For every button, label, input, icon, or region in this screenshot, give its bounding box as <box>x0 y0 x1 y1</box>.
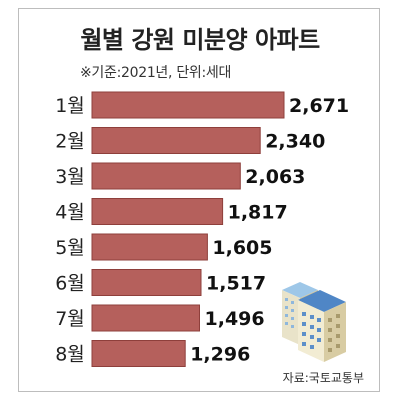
value-label: 2,063 <box>245 166 305 188</box>
apartment-building-icon <box>282 282 346 362</box>
category-label: 8월 <box>55 344 85 366</box>
value-label: 1,296 <box>190 344 250 366</box>
value-label: 1,517 <box>206 273 266 295</box>
category-label: 5월 <box>55 237 85 259</box>
bar <box>91 127 261 154</box>
category-label: 7월 <box>55 308 85 330</box>
bar <box>91 233 208 261</box>
bar <box>91 91 285 119</box>
value-label: 2,340 <box>265 131 325 153</box>
category-label: 3월 <box>55 166 85 188</box>
value-label: 2,671 <box>289 95 349 117</box>
value-label: 1,605 <box>212 237 272 259</box>
value-label: 1,496 <box>205 308 265 330</box>
bar <box>91 198 224 225</box>
chart-title: 월별 강원 미분양 아파트 <box>80 26 320 54</box>
bar-group: 1월 2,671 2월 2,340 3월 2,063 4월 1,817 5월 1,605 6월 1,5… <box>55 91 349 367</box>
category-label: 4월 <box>55 202 85 224</box>
bar <box>91 162 241 190</box>
category-label: 2월 <box>55 131 85 153</box>
category-label: 1월 <box>55 95 85 117</box>
chart-source: 자료:국토교통부 <box>282 371 364 385</box>
bar <box>91 340 186 367</box>
bar <box>91 269 202 296</box>
chart-subtitle: ※기준:2021년, 단위:세대 <box>80 65 232 81</box>
value-label: 1,817 <box>228 202 288 224</box>
category-label: 6월 <box>55 273 85 295</box>
bar <box>91 304 200 332</box>
